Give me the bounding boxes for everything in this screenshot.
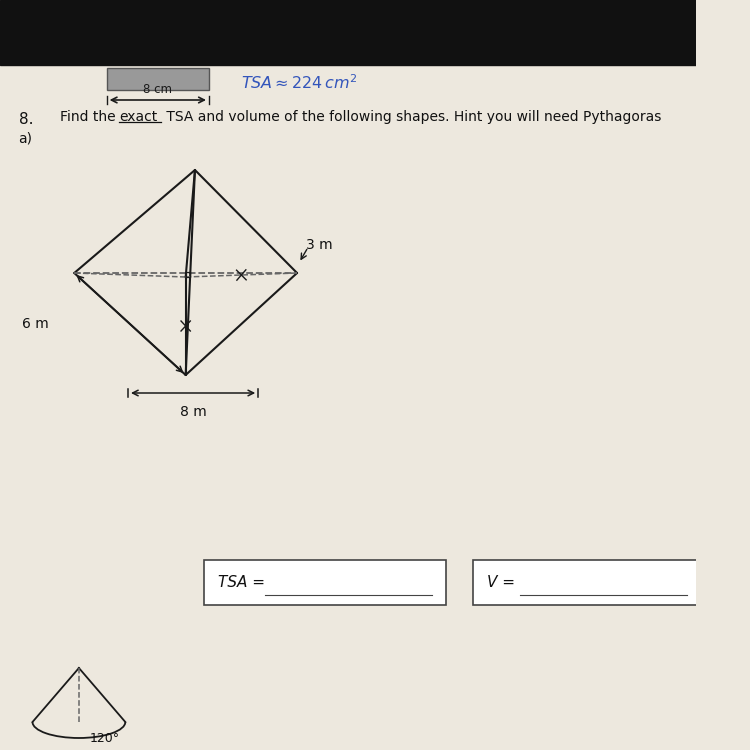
Text: Find the: Find the (60, 110, 120, 124)
Text: 3 m: 3 m (306, 238, 333, 252)
Polygon shape (106, 68, 208, 90)
Bar (204, 560, 446, 605)
Text: 8.: 8. (19, 112, 33, 127)
Bar (0, 0, 696, 65)
Text: $TSA \approx 224\,cm^2$: $TSA \approx 224\,cm^2$ (242, 74, 358, 92)
Text: V =: V = (488, 575, 520, 590)
Text: 120°: 120° (90, 732, 120, 745)
Text: exact: exact (118, 110, 157, 124)
Text: a): a) (19, 132, 32, 146)
Text: 8 m: 8 m (180, 405, 206, 419)
Text: TSA =: TSA = (218, 575, 270, 590)
Text: 6 m: 6 m (22, 317, 48, 331)
Text: 8 cm: 8 cm (143, 83, 172, 96)
Bar (473, 560, 701, 605)
Text: TSA and volume of the following shapes. Hint you will need Pythagoras: TSA and volume of the following shapes. … (163, 110, 662, 124)
